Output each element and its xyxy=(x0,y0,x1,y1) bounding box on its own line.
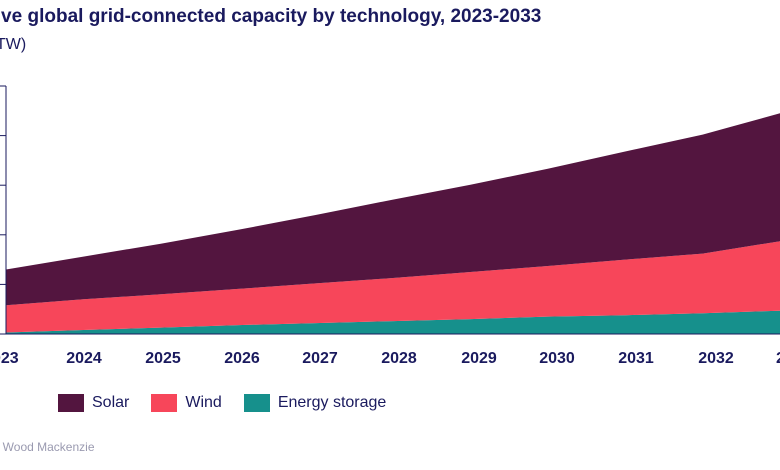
area-wind xyxy=(6,241,780,333)
x-tick-label: 2029 xyxy=(461,350,497,367)
chart-subtitle: TW) xyxy=(0,36,27,53)
x-tick-label: 023 xyxy=(0,350,19,367)
x-tick-label: 2 xyxy=(776,350,780,367)
x-tick-label: 2027 xyxy=(302,350,338,367)
legend-label-solar: Solar xyxy=(92,394,130,411)
chart-axes xyxy=(0,85,780,335)
legend-item-energy-storage: Energy storage xyxy=(243,394,387,412)
x-tick-label: 2025 xyxy=(145,350,181,367)
chart-title: ulative global grid-connected capacity b… xyxy=(0,6,542,27)
x-tick-labels: 023 2024 2025 2026 2027 2028 2029 2030 2031 2032 2 xyxy=(0,350,780,367)
legend-swatch-wind xyxy=(151,394,178,412)
chart-areas xyxy=(6,113,780,334)
x-tick-label: 2026 xyxy=(224,350,260,367)
legend-label-wind: Wind xyxy=(185,394,222,411)
area-solar xyxy=(6,113,780,306)
x-tick-label: 2028 xyxy=(381,350,417,367)
legend-swatch-energy-storage xyxy=(243,394,270,412)
x-tick-label: 2030 xyxy=(539,350,575,367)
area-energy-storage xyxy=(6,310,780,334)
x-tick-label: 2032 xyxy=(698,350,734,367)
legend-item-wind: Wind xyxy=(151,394,222,412)
x-tick-label: 2031 xyxy=(618,350,654,367)
x-tick-label: 2024 xyxy=(66,350,102,367)
legend-swatch-solar xyxy=(58,394,84,412)
legend-label-energy-storage: Energy storage xyxy=(277,394,387,411)
source-note: : Wood Mackenzie xyxy=(0,440,95,454)
chart-legend: Solar Wind Energy storage xyxy=(58,394,408,412)
legend-item-solar: Solar xyxy=(58,394,129,412)
